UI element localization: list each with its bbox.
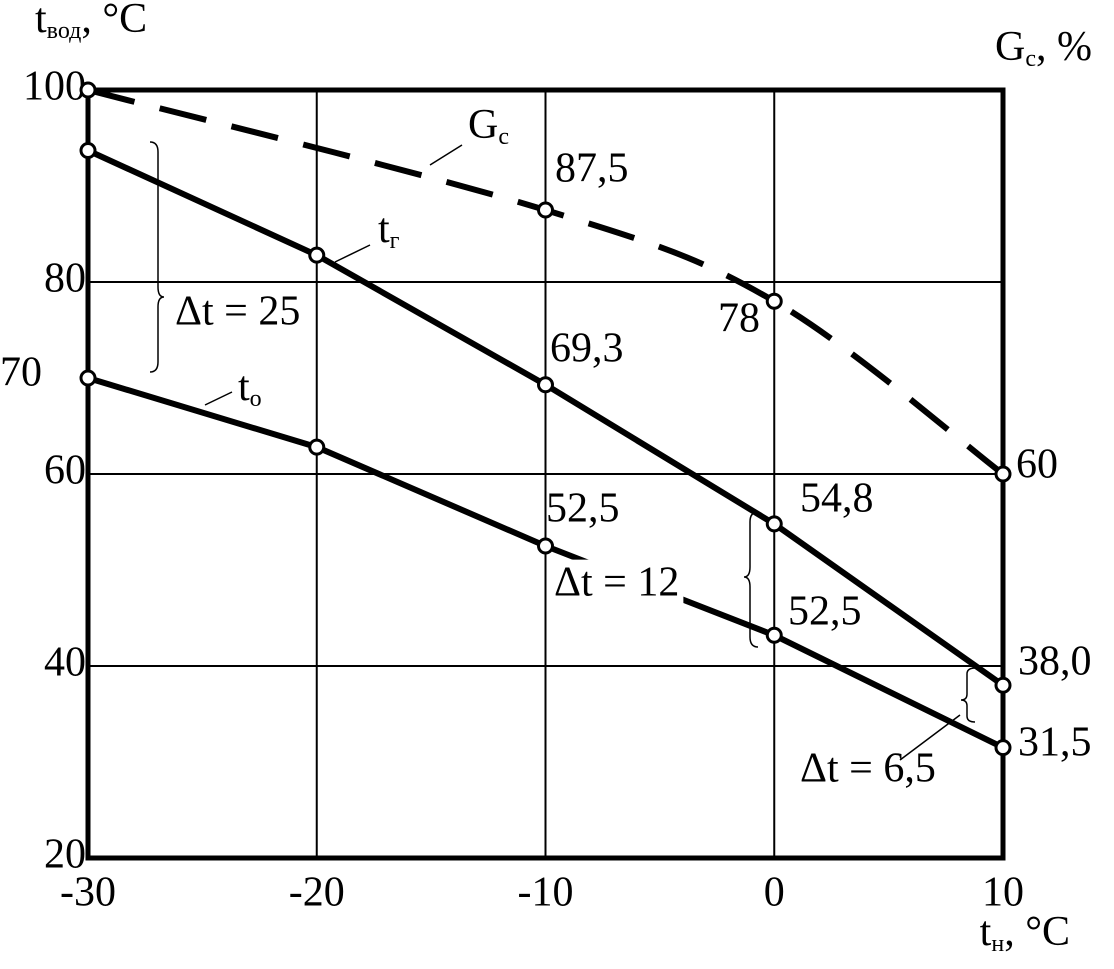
series-name-sub: г [390, 228, 400, 254]
y2label-subscript: с [1025, 46, 1036, 72]
annotation: 31,5 [1018, 720, 1092, 766]
series-name: G [468, 102, 498, 148]
point [79, 141, 97, 159]
point [765, 292, 783, 310]
ylabel-subscript: вод [47, 18, 82, 44]
point [308, 438, 326, 456]
point [765, 515, 783, 533]
point [537, 376, 554, 394]
series-line [87, 87, 1005, 477]
leader [204, 391, 233, 406]
series-name-sub: о [250, 386, 262, 412]
annotation: 52,5 [546, 486, 620, 532]
xlabel-unit: , °C [1004, 909, 1070, 955]
series-label: tо [238, 364, 262, 412]
series-name-sub: с [498, 124, 509, 150]
y-tick-label: 40 [44, 640, 86, 686]
annotation: 87,5 [555, 146, 629, 192]
series-label: Gс [468, 102, 509, 150]
y-tick-label: 100 [23, 64, 86, 110]
label-bg [550, 559, 684, 606]
ylabel: tвод, °C [35, 0, 147, 44]
xlabel: tн, °C [980, 909, 1070, 957]
point [308, 246, 326, 264]
x-tick-label: -20 [289, 870, 345, 916]
xlabel-subscript: н [991, 931, 1004, 957]
annotation: 60 [1016, 442, 1058, 488]
y-tick-label: 80 [44, 256, 86, 302]
y2label-unit: , % [1036, 24, 1092, 70]
x-tick-label: 0 [764, 870, 785, 916]
annotation: 78 [718, 296, 760, 342]
x-tick-label: -30 [60, 870, 116, 916]
point [537, 537, 554, 555]
annotation: Δt = 6,5 [800, 746, 936, 792]
annotation: 52,5 [788, 589, 862, 635]
annotation: Δt = 12 [554, 560, 679, 606]
y-tick-label: 60 [44, 448, 86, 494]
y2label-symbol: G [995, 24, 1025, 70]
annotation: 69,3 [550, 326, 624, 372]
point [765, 626, 783, 644]
point [79, 369, 97, 387]
y2label: Gс, % [995, 24, 1092, 72]
annotation: 70 [0, 350, 42, 396]
x-tick-label: 10 [982, 870, 1024, 916]
point [537, 201, 554, 219]
annotation: 38,0 [1018, 639, 1092, 685]
leaders [149, 141, 976, 761]
annotation: Δt = 25 [175, 289, 300, 335]
leader [334, 244, 371, 263]
point [994, 465, 1012, 483]
series-label: tг [378, 206, 400, 254]
point [994, 676, 1012, 694]
series-name: t [378, 206, 390, 252]
annotation: 54,8 [800, 476, 874, 522]
ylabel-symbol: t [35, 0, 47, 42]
brace [149, 141, 165, 373]
x-tick-label: -10 [518, 870, 574, 916]
leader [429, 144, 463, 166]
point [994, 739, 1012, 757]
ylabel-unit: , °C [81, 0, 147, 42]
y-tick-label: 20 [44, 832, 86, 878]
xlabel-symbol: t [980, 909, 992, 955]
series-name: t [238, 364, 250, 410]
point [79, 81, 97, 99]
brace [960, 667, 976, 723]
brace [743, 511, 759, 648]
